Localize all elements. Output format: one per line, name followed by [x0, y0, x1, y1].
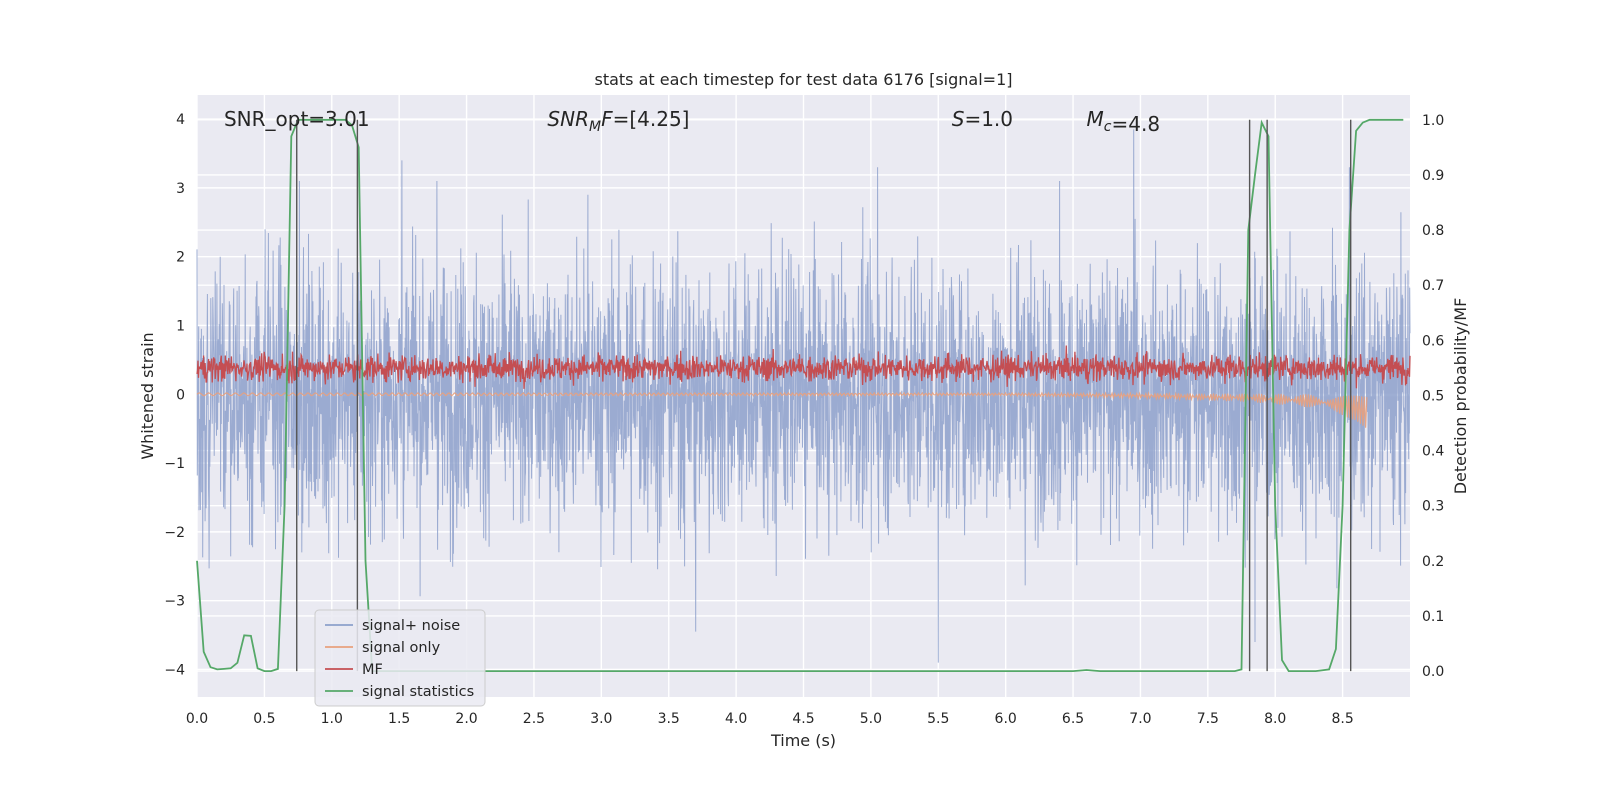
x-tick-label: 5.5: [927, 711, 949, 727]
x-tick-label: 6.0: [995, 711, 1017, 727]
y-right-tick-label: 1.0: [1422, 113, 1444, 129]
x-tick-label: 2.0: [455, 711, 477, 727]
y-right-tick-label: 0.4: [1422, 444, 1444, 460]
signal-only-series: [196, 390, 1368, 428]
mf-series: [196, 345, 1411, 389]
y-right-tick-label: 0.7: [1422, 278, 1444, 294]
x-tick-label: 3.0: [590, 711, 612, 727]
legend-label: signal statistics: [362, 684, 474, 700]
s-value-annotation: S=1.0: [952, 107, 1013, 131]
x-tick-label: 8.0: [1264, 711, 1286, 727]
y-left-tick-label: −2: [164, 525, 185, 541]
y-left-tick-label: −3: [164, 594, 185, 610]
y-right-tick-label: 0.8: [1422, 223, 1444, 239]
x-tick-label: 2.5: [523, 711, 545, 727]
x-tick-label: 4.0: [725, 711, 747, 727]
mf-line: [196, 345, 1411, 389]
x-tick-label: 6.5: [1062, 711, 1084, 727]
y-right-tick-label: 0.3: [1422, 499, 1444, 515]
x-axis-ticks: 0.0 0.5 1.0 1.5 2.0 2.5 3.0 3.5 4.0 4.5 5.0 5.5 6.0 6…: [186, 711, 1354, 727]
y-right-tick-label: 0.1: [1422, 609, 1444, 625]
y-right-tick-label: 0.2: [1422, 554, 1444, 570]
y-right-tick-label: 0.9: [1422, 168, 1444, 184]
mc-value-annotation: Mc=4.8: [1087, 107, 1161, 136]
x-tick-label: 0.0: [186, 711, 208, 727]
annotations: SNR_opt=3.01 SNRMF=[4.25] S=1.0 Mc=4.8: [224, 107, 1160, 136]
signal-noise-line: [196, 129, 1411, 663]
x-tick-label: 1.5: [388, 711, 410, 727]
y-left-tick-label: 4: [176, 112, 185, 128]
y-axis-right-label: Detection probability/MF: [1451, 298, 1470, 495]
x-tick-label: 0.5: [253, 711, 275, 727]
x-tick-label: 7.0: [1129, 711, 1151, 727]
x-tick-label: 8.5: [1331, 711, 1353, 727]
signal-noise-series: [196, 129, 1411, 663]
signal-only-line: [196, 390, 1368, 428]
x-tick-label: 7.5: [1197, 711, 1219, 727]
y-left-tick-label: −1: [164, 456, 185, 472]
snr-opt-annotation: SNR_opt=3.01: [224, 107, 370, 131]
legend-label: signal only: [362, 640, 441, 656]
y-left-ticks: −4 −3 −2 −1 0 1 2 3 4: [164, 112, 185, 678]
y-left-tick-label: 2: [176, 250, 185, 266]
x-tick-label: 4.5: [792, 711, 814, 727]
x-tick-label: 1.0: [321, 711, 343, 727]
legend-box: [314, 609, 486, 707]
legend-label: signal+ noise: [362, 618, 460, 634]
y-right-tick-label: 0.6: [1422, 333, 1444, 349]
y-left-tick-label: 1: [176, 318, 185, 334]
y-axis-left-label: Whitened strain: [138, 332, 157, 459]
y-left-tick-label: 0: [176, 387, 185, 403]
y-left-tick-label: 3: [176, 181, 185, 197]
y-right-ticks: 0.0 0.1 0.2 0.3 0.4 0.5 0.6 0.7 0.8 0.9 1.0: [1422, 113, 1444, 680]
x-axis-label: Time (s): [770, 731, 836, 750]
vertical-markers: [296, 119, 1352, 672]
chart-title: stats at each timestep for test data 617…: [594, 70, 1012, 89]
y-left-tick-label: −4: [164, 662, 185, 678]
y-right-tick-label: 0.0: [1422, 664, 1444, 680]
y-right-tick-label: 0.5: [1422, 388, 1444, 404]
x-tick-label: 3.5: [658, 711, 680, 727]
legend: signal+ noise signal only MF signal statist…: [314, 609, 486, 707]
legend-label: MF: [362, 662, 383, 678]
snr-mf-annotation: SNRMF=[4.25]: [547, 107, 689, 135]
x-tick-label: 5.0: [860, 711, 882, 727]
